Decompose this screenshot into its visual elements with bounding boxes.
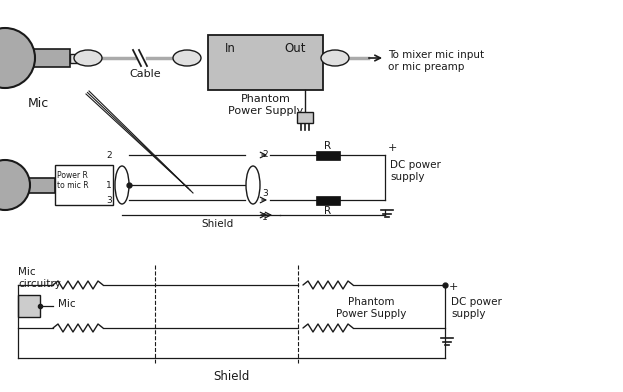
Bar bbox=[55, 181, 67, 189]
Text: Mic
circuitry: Mic circuitry bbox=[18, 267, 61, 289]
Text: DC power
supply: DC power supply bbox=[390, 160, 441, 181]
Text: Phantom
Power Supply: Phantom Power Supply bbox=[336, 297, 407, 319]
Text: +: + bbox=[449, 282, 459, 292]
Text: +: + bbox=[388, 143, 397, 153]
Bar bbox=[297, 112, 313, 123]
Text: Mic: Mic bbox=[58, 299, 75, 309]
Bar bbox=[316, 196, 340, 205]
Text: 3: 3 bbox=[107, 196, 112, 205]
Bar bbox=[18, 295, 40, 317]
Text: 2: 2 bbox=[262, 149, 268, 158]
Circle shape bbox=[0, 28, 35, 88]
Text: Cable: Cable bbox=[129, 69, 161, 79]
Text: Shield: Shield bbox=[213, 370, 250, 383]
Ellipse shape bbox=[246, 166, 260, 204]
Text: Mic: Mic bbox=[27, 96, 49, 109]
Text: 1: 1 bbox=[107, 180, 112, 189]
Bar bbox=[55, 165, 113, 205]
Text: Phantom
Power Supply: Phantom Power Supply bbox=[228, 94, 303, 116]
Text: R: R bbox=[325, 206, 331, 216]
Text: Shield: Shield bbox=[202, 219, 234, 229]
Text: R: R bbox=[325, 141, 331, 151]
Bar bbox=[70, 53, 82, 62]
Ellipse shape bbox=[74, 50, 102, 66]
Text: Out: Out bbox=[284, 42, 306, 54]
Text: To mixer mic input
or mic preamp: To mixer mic input or mic preamp bbox=[388, 50, 484, 72]
Bar bbox=[316, 151, 340, 160]
Circle shape bbox=[0, 160, 30, 210]
Text: Power R
to mic R: Power R to mic R bbox=[57, 171, 88, 191]
Text: 3: 3 bbox=[262, 189, 268, 198]
Ellipse shape bbox=[173, 50, 201, 66]
Text: In: In bbox=[224, 42, 235, 54]
Ellipse shape bbox=[115, 166, 129, 204]
Bar bbox=[5, 178, 55, 192]
Bar bbox=[5, 49, 70, 67]
Text: 2: 2 bbox=[107, 151, 112, 160]
Bar bbox=[208, 35, 323, 90]
Text: 1: 1 bbox=[262, 212, 268, 221]
Text: DC power
supply: DC power supply bbox=[451, 297, 502, 319]
Ellipse shape bbox=[321, 50, 349, 66]
